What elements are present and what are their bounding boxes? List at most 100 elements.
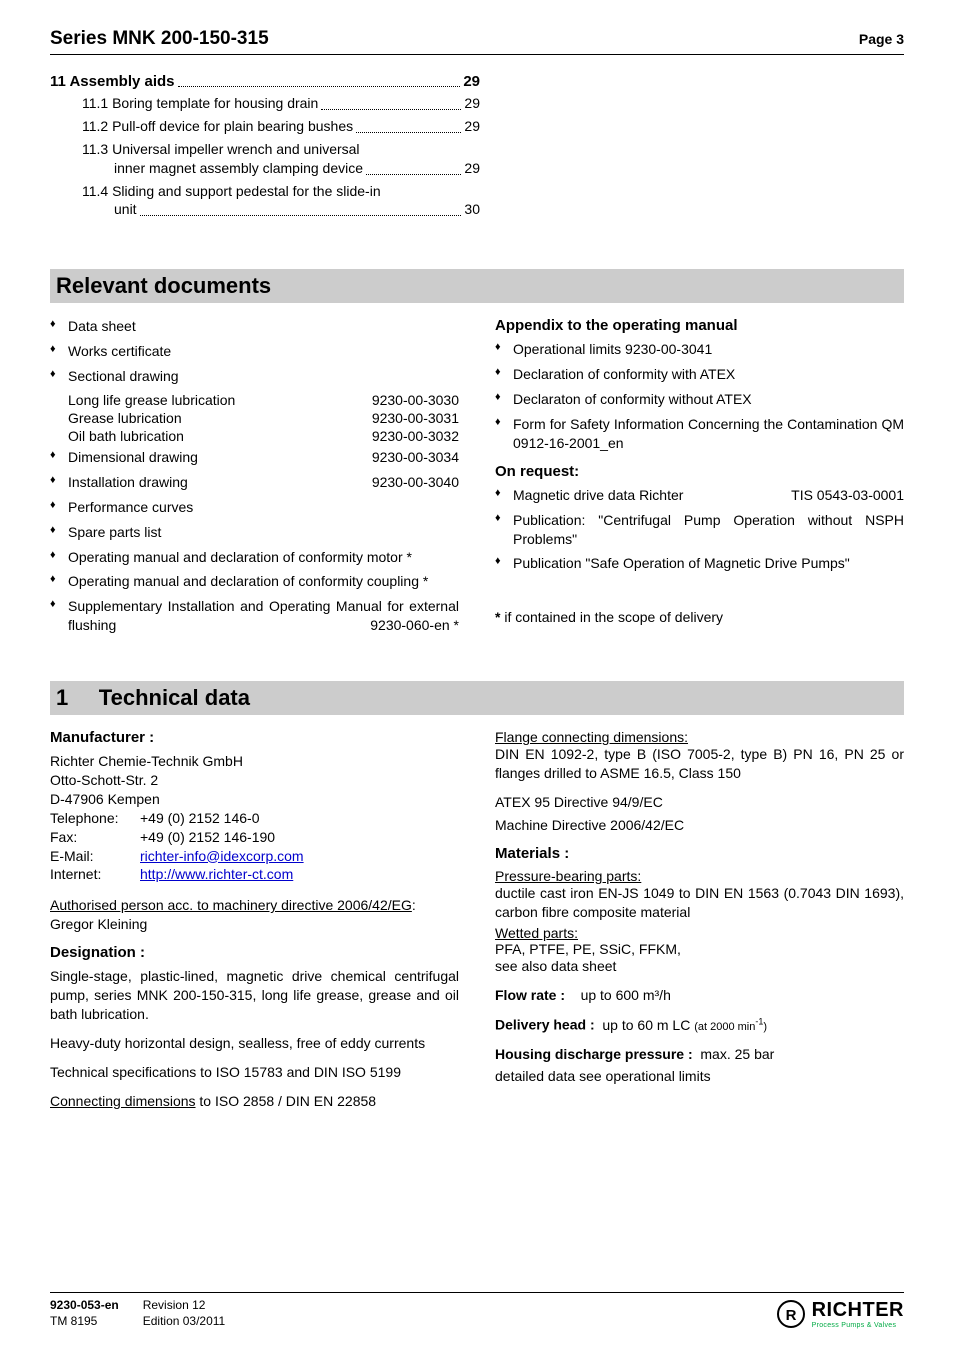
list-item: Sectional drawing: [50, 367, 459, 386]
toc-item-label: 11.3 Universal impeller wrench and unive…: [82, 140, 480, 159]
kv-label: Magnetic drive data Richter: [513, 486, 683, 505]
discharge-pressure-row: Housing discharge pressure : max. 25 bar: [495, 1045, 904, 1064]
list-item: Operating manual and declaration of conf…: [50, 548, 459, 567]
delivery-head-label: Delivery head :: [495, 1017, 595, 1033]
toc-heading: 11 Assembly aids 29: [50, 73, 480, 90]
toc-dots: [140, 200, 462, 216]
kv-value: 9230-00-3030: [372, 392, 459, 408]
list-item: Form for Safety Information Concerning t…: [495, 415, 904, 453]
footer-left: 9230-053-en TM 8195 Revision 12 Edition …: [50, 1297, 225, 1329]
toc-item: 11.4 Sliding and support pedestal for th…: [82, 182, 480, 220]
tech-right-col: Flange connecting dimensions: DIN EN 109…: [495, 729, 904, 1120]
kv-value: 9230-00-3032: [372, 428, 459, 444]
kv-value: 9230-00-3034: [372, 448, 459, 467]
list-item: Publication: "Centrifugal Pump Operation…: [495, 511, 904, 549]
flow-rate-value: up to 600 m³/h: [581, 987, 671, 1003]
manufacturer-line: Otto-Schott-Str. 2: [50, 771, 459, 790]
contact-label: Telephone:: [50, 809, 140, 828]
list-item: Works certificate: [50, 342, 459, 361]
logo-text: RICHTER: [812, 1299, 904, 1322]
toc-item: 11.3 Universal impeller wrench and unive…: [82, 140, 480, 178]
series-title: Series MNK 200-150-315: [50, 28, 269, 50]
toc-heading-page: 29: [463, 73, 480, 90]
manufacturer-title: Manufacturer :: [50, 729, 459, 746]
list-item: Supplementary Installation and Operating…: [50, 597, 459, 635]
toc-item: 11.2 Pull-off device for plain bearing b…: [82, 117, 480, 136]
page-header: Series MNK 200-150-315 Page 3: [50, 28, 904, 55]
section-title-relevant: Relevant documents: [50, 269, 904, 303]
toc-item-label: unit: [114, 200, 137, 219]
list-item: Dimensional drawing9230-00-3034: [50, 448, 459, 467]
kv-value: TIS 0543-03-0001: [791, 486, 904, 505]
manufacturer-line: Richter Chemie-Technik GmbH: [50, 752, 459, 771]
toc-item-page: 29: [464, 159, 480, 178]
toc-item-page: 29: [464, 94, 480, 113]
list-item: Magnetic drive data Richter TIS 0543-03-0…: [495, 486, 904, 505]
toc-section: 11 Assembly aids 29 11.1 Boring template…: [50, 73, 480, 219]
footer-edition: Edition 03/2011: [143, 1313, 226, 1329]
toc-item-page: 30: [464, 200, 480, 219]
contact-value: +49 (0) 2152 146-0: [140, 810, 259, 826]
supp-value: 9230-060-en *: [370, 616, 459, 635]
designation-title: Designation :: [50, 944, 459, 961]
website-link[interactable]: http://www.richter-ct.com: [140, 866, 293, 882]
wetted-parts-line: see also data sheet: [495, 957, 904, 976]
toc-item-label: 11.1 Boring template for housing drain: [82, 94, 318, 113]
contact-label: E-Mail:: [50, 847, 140, 866]
list-item: Declaration of conformity with ATEX: [495, 365, 904, 384]
list-item: Installation drawing 9230-00-3040: [50, 473, 459, 492]
pressure-parts-para: ductile cast iron EN-JS 1049 to DIN EN 1…: [495, 884, 904, 922]
sectional-drawing-label: Sectional drawing: [68, 367, 459, 386]
section-title-technical: 1 Technical data: [50, 681, 904, 715]
list-item: Performance curves: [50, 498, 459, 517]
footer-tm: TM 8195: [50, 1313, 119, 1329]
kv-label: Installation drawing: [68, 473, 188, 492]
atex-line: ATEX 95 Directive 94/9/EC: [495, 793, 904, 812]
toc-dots: [366, 159, 461, 175]
connecting-dimensions-rest: to ISO 2858 / DIN EN 22858: [196, 1093, 377, 1109]
discharge-pressure-value: max. 25 bar: [700, 1046, 774, 1062]
toc-dots: [178, 73, 461, 87]
email-link[interactable]: richter-info@idexcorp.com: [140, 848, 304, 864]
toc-heading-label: 11 Assembly aids: [50, 73, 175, 90]
flow-rate-label: Flow rate :: [495, 987, 565, 1003]
wetted-parts-line: PFA, PTFE, PE, SSiC, FFKM,: [495, 941, 904, 957]
flange-title: Flange connecting dimensions:: [495, 729, 688, 745]
on-request-title: On request:: [495, 463, 904, 480]
list-item: Operational limits 9230-00-3041: [495, 340, 904, 359]
authorised-person-label: Authorised person acc. to machinery dire…: [50, 897, 412, 913]
toc-dots: [356, 117, 461, 133]
kv-label: Oil bath lubrication: [68, 428, 184, 444]
contact-label: Internet:: [50, 865, 140, 884]
toc-item-page: 29: [464, 117, 480, 136]
connecting-dimensions-u: Connecting dimensions: [50, 1093, 196, 1109]
materials-title: Materials :: [495, 845, 904, 862]
relevant-left-col: Data sheet Works certificate Sectional d…: [50, 317, 459, 641]
appendix-title: Appendix to the operating manual: [495, 317, 904, 334]
footer-revision: Revision 12: [143, 1297, 226, 1313]
flange-para: DIN EN 1092-2, type B (ISO 7005-2, type …: [495, 745, 904, 783]
toc-dots: [321, 94, 461, 110]
connecting-dimensions: Connecting dimensions to ISO 2858 / DIN …: [50, 1092, 459, 1111]
contact-row: Internet:http://www.richter-ct.com: [50, 865, 459, 884]
contact-row: E-Mail:richter-info@idexcorp.com: [50, 847, 459, 866]
footnote: * * if contained in the scope of deliver…: [495, 609, 904, 625]
svg-text:R: R: [785, 1307, 796, 1324]
list-item: Publication "Safe Operation of Magnetic …: [495, 554, 904, 573]
relevant-documents-block: Data sheet Works certificate Sectional d…: [50, 317, 904, 641]
contact-row: Telephone:+49 (0) 2152 146-0: [50, 809, 459, 828]
kv-row: Grease lubrication9230-00-3031: [50, 410, 459, 426]
page-number: Page 3: [859, 31, 904, 47]
tech-left-col: Manufacturer : Richter Chemie-Technik Gm…: [50, 729, 459, 1120]
discharge-pressure-label: Housing discharge pressure :: [495, 1046, 693, 1062]
delivery-head-row: Delivery head : up to 60 m LC (at 2000 m…: [495, 1015, 904, 1035]
flow-rate-row: Flow rate : up to 600 m³/h: [495, 986, 904, 1005]
kv-value: 9230-00-3040: [372, 473, 459, 492]
list-item: Spare parts list: [50, 523, 459, 542]
designation-para: Heavy-duty horizontal design, sealless, …: [50, 1034, 459, 1053]
technical-data-block: Manufacturer : Richter Chemie-Technik Gm…: [50, 729, 904, 1120]
toc-item-label: 11.2 Pull-off device for plain bearing b…: [82, 117, 353, 136]
list-item: Data sheet: [50, 317, 459, 336]
kv-label: Grease lubrication: [68, 410, 182, 426]
list-item: Declaraton of conformity without ATEX: [495, 390, 904, 409]
